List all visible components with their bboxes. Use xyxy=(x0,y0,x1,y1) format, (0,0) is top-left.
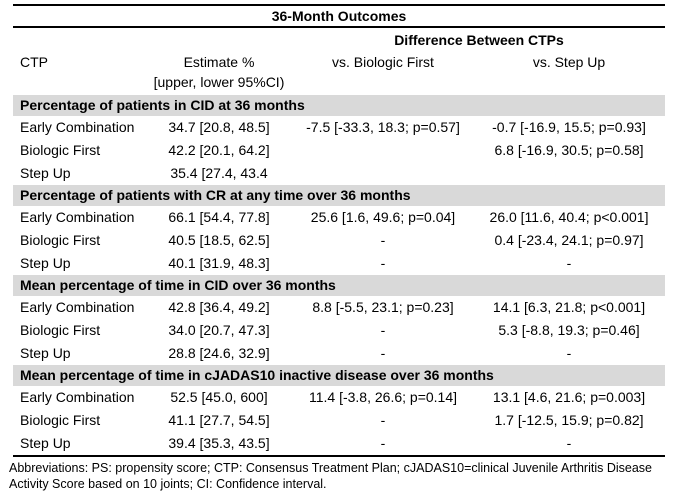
cell-estimate: 42.8 [36.4, 49.2] xyxy=(168,299,270,315)
table-row: Early Combination 42.8 [36.4, 49.2] 8.8 [-… xyxy=(13,296,665,319)
cell-ctp: Biologic First xyxy=(20,142,101,158)
cell-vs-stepup: - xyxy=(566,255,572,271)
cell-ctp: Biologic First xyxy=(20,412,101,428)
cell-ctp: Step Up xyxy=(20,435,71,451)
cell-vs-biologic: - xyxy=(380,232,386,248)
section-header: Percentage of patients in CID at 36 mont… xyxy=(13,95,665,116)
cell-vs-biologic: 25.6 [1.6, 49.6; p=0.04] xyxy=(310,209,456,225)
cell-ctp: Early Combination xyxy=(20,389,135,405)
cell-ctp: Early Combination xyxy=(20,299,135,315)
cell-vs-biologic: 8.8 [-5.5, 23.1; p=0.23] xyxy=(312,299,454,315)
column-header-estimate-ci: [upper, lower 95%CI) xyxy=(153,74,285,90)
cell-vs-stepup: - xyxy=(566,345,572,361)
table-row: Biologic First 40.5 [18.5, 62.5] - 0.4 [-23… xyxy=(13,229,665,252)
cell-vs-stepup: 13.1 [4.6, 21.6; p=0.003] xyxy=(492,389,646,405)
table-bottom-rule xyxy=(13,455,665,457)
table-row: Biologic First 42.2 [20.1, 64.2] 6.8 [-16.… xyxy=(13,139,665,162)
cell-vs-biologic: - xyxy=(380,322,386,338)
table-row: Step Up 35.4 [27.4, 43.4 xyxy=(13,162,665,185)
cell-estimate: 41.1 [27.7, 54.5] xyxy=(168,412,270,428)
cell-vs-stepup: 14.1 [6.3, 21.8; p<0.001] xyxy=(492,299,646,315)
column-header-row: CTP Estimate % vs. Biologic First vs. St… xyxy=(13,52,665,72)
cell-estimate: 52.5 [45.0, 600] xyxy=(170,389,268,405)
column-header-estimate: Estimate % xyxy=(183,54,255,70)
cell-estimate: 34.7 [20.8, 48.5] xyxy=(168,119,270,135)
abbreviations-footnote: Abbreviations: PS: propensity score; CTP… xyxy=(9,461,652,491)
difference-between-ctps-header: Difference Between CTPs xyxy=(394,32,564,48)
difference-header-row: Difference Between CTPs xyxy=(13,28,665,52)
cell-vs-biologic: 11.4 [-3.8, 26.6; p=0.14] xyxy=(308,389,458,405)
cell-vs-biologic: - xyxy=(380,412,386,428)
cell-estimate: 34.0 [20.7, 47.3] xyxy=(168,322,270,338)
table-row: Step Up 39.4 [35.3, 43.5] - - xyxy=(13,432,665,455)
cell-estimate: 39.4 [35.3, 43.5] xyxy=(168,435,270,451)
table-row: Early Combination 34.7 [20.8, 48.5] -7.5 [… xyxy=(13,116,665,139)
cell-ctp: Biologic First xyxy=(20,322,101,338)
table-row: Step Up 40.1 [31.9, 48.3] - - xyxy=(13,252,665,275)
section-header: Mean percentage of time in CID over 36 m… xyxy=(13,275,665,296)
cell-estimate: 66.1 [54.4, 77.8] xyxy=(168,209,270,225)
column-header-row-2: [upper, lower 95%CI) xyxy=(13,72,665,92)
cell-estimate: 40.1 [31.9, 48.3] xyxy=(168,255,270,271)
table-row: Early Combination 66.1 [54.4, 77.8] 25.6 [… xyxy=(13,206,665,229)
cell-vs-stepup: -0.7 [-16.9, 15.5; p=0.93] xyxy=(492,119,646,135)
table-row: Early Combination 52.5 [45.0, 600] 11.4 [-… xyxy=(13,386,665,409)
column-header-vs-biologic-first: vs. Biologic First xyxy=(332,54,434,70)
cell-vs-stepup: 5.3 [-8.8, 19.3; p=0.46] xyxy=(498,322,640,338)
cell-ctp: Early Combination xyxy=(20,119,135,135)
cell-vs-stepup: - xyxy=(566,435,572,451)
cell-ctp: Early Combination xyxy=(20,209,135,225)
cell-vs-stepup: 26.0 [11.6, 40.4; p<0.001] xyxy=(489,209,649,225)
section-header: Mean percentage of time in cJADAS10 inac… xyxy=(13,365,665,386)
cell-ctp: Step Up xyxy=(20,345,71,361)
cell-vs-stepup: 1.7 [-12.5, 15.9; p=0.82] xyxy=(494,412,644,428)
column-header-vs-step-up: vs. Step Up xyxy=(532,54,606,70)
cell-ctp: Step Up xyxy=(20,255,71,271)
cell-vs-biologic: - xyxy=(380,435,386,451)
cell-vs-biologic: - xyxy=(380,255,386,271)
cell-estimate: 40.5 [18.5, 62.5] xyxy=(168,232,270,248)
outcomes-table: 36-Month Outcomes Difference Between CTP… xyxy=(13,4,665,457)
table-row: Biologic First 41.1 [27.7, 54.5] - 1.7 [-12… xyxy=(13,409,665,432)
cell-vs-stepup xyxy=(473,162,665,185)
table-row: Step Up 28.8 [24.6, 32.9] - - xyxy=(13,342,665,365)
cell-vs-biologic: - xyxy=(380,345,386,361)
section-header: Percentage of patients with CR at any ti… xyxy=(13,185,665,206)
cell-vs-biologic xyxy=(293,139,473,162)
cell-estimate: 28.8 [24.6, 32.9] xyxy=(168,345,270,361)
cell-vs-stepup: 0.4 [-23.4, 24.1; p=0.97] xyxy=(494,232,644,248)
table-body: Percentage of patients in CID at 36 mont… xyxy=(13,95,665,455)
cell-ctp: Biologic First xyxy=(20,232,101,248)
cell-vs-biologic: -7.5 [-33.3, 18.3; p=0.57] xyxy=(306,119,460,135)
cell-vs-biologic xyxy=(293,162,473,185)
table-row: Biologic First 34.0 [20.7, 47.3] - 5.3 [-8.… xyxy=(13,319,665,342)
table-title: 36-Month Outcomes xyxy=(13,4,665,28)
column-header-ctp: CTP xyxy=(20,54,48,70)
cell-estimate: 35.4 [27.4, 43.4 xyxy=(170,165,268,181)
cell-ctp: Step Up xyxy=(20,165,71,181)
cell-vs-stepup: 6.8 [-16.9, 30.5; p=0.58] xyxy=(494,142,644,158)
cell-estimate: 42.2 [20.1, 64.2] xyxy=(168,142,270,158)
